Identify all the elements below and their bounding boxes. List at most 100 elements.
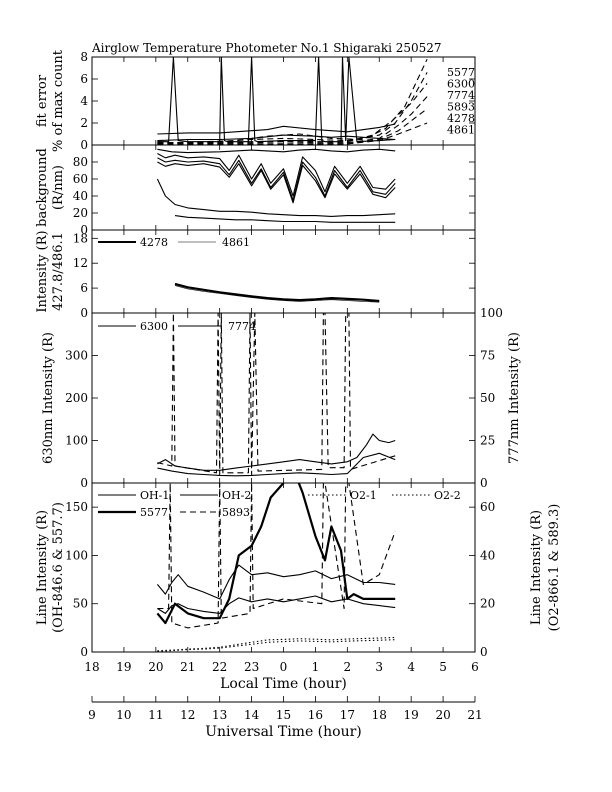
- y-axis-label: (R/nm): [51, 165, 66, 210]
- y-right-tick-label: 100: [480, 306, 503, 320]
- y-tick-label: 0: [80, 476, 88, 490]
- series-line-OH-1: [156, 564, 396, 600]
- local-time-tick-label: 6: [471, 660, 479, 674]
- series-line-5893: [157, 96, 428, 144]
- local-time-tick-label: 18: [84, 660, 99, 674]
- y-tick-label: 2: [80, 116, 88, 130]
- series-line-trace-0: [157, 148, 396, 154]
- y-tick-label: 8: [80, 50, 88, 64]
- y-tick-label: 0: [80, 223, 88, 237]
- series-line-trace-3: [157, 161, 396, 204]
- legend-label-OH-2: OH-2: [222, 489, 251, 502]
- local-time-tick-label: 4: [407, 660, 415, 674]
- legend-label-5577: 5577: [140, 506, 168, 519]
- series-line-5577: [157, 58, 428, 144]
- y-tick-label: 150: [65, 500, 88, 514]
- ut-tick-label: 11: [148, 708, 163, 722]
- ut-tick-label: 12: [180, 708, 195, 722]
- local-time-tick-label: 22: [212, 660, 227, 674]
- y-axis-label: background: [35, 148, 50, 227]
- ut-tick-label: 19: [404, 708, 419, 722]
- legend-label-4861: 4861: [447, 124, 475, 137]
- legend-label-6300: 6300: [447, 78, 475, 91]
- local-time-axis-label: Local Time (hour): [220, 676, 347, 692]
- series-line-trace-8: [157, 134, 396, 142]
- ut-tick-label: 18: [372, 708, 387, 722]
- y-right-tick-label: 0: [480, 645, 488, 659]
- legend-label-4278: 4278: [140, 236, 168, 249]
- y-axis-label: Intensity (R): [35, 230, 50, 312]
- series-line-trace-6: [157, 57, 396, 143]
- legend-label-4861: 4861: [222, 236, 250, 249]
- series-line-trace-4: [156, 178, 396, 217]
- y-tick-label: 0: [80, 645, 88, 659]
- y-tick-label: 100: [65, 548, 88, 562]
- series-line-O2-2: [157, 639, 396, 652]
- panel-frame-fit_error: [91, 56, 476, 146]
- legend-label-7774: 7774: [447, 89, 475, 102]
- y-axis-label: Line Intensity (R): [35, 510, 50, 625]
- legend-label-5893: 5893: [222, 506, 250, 519]
- series-line-4861: [174, 285, 380, 303]
- local-time-tick-label: 23: [244, 660, 259, 674]
- y-axis-label: fit error: [35, 74, 50, 127]
- legend-label-O2-1: O2-1: [350, 489, 377, 502]
- ut-tick-label: 16: [308, 708, 323, 722]
- series-line-OH-2: [157, 595, 396, 614]
- y-tick-label: 0: [80, 138, 88, 152]
- series-line-6300: [157, 433, 396, 471]
- legend-label-6300: 6300: [140, 320, 168, 333]
- ut-tick-label: 15: [276, 708, 291, 722]
- local-time-tick-label: 1: [312, 660, 320, 674]
- y-right-tick-label: 50: [480, 391, 495, 405]
- ut-tick-label: 14: [244, 708, 260, 722]
- y-tick-label: 300: [65, 349, 88, 363]
- y-tick-label: 60: [73, 172, 88, 186]
- y-tick-label: 100: [65, 434, 88, 448]
- y-right-tick-label: 0: [480, 476, 488, 490]
- ut-tick-label: 20: [435, 708, 450, 722]
- y-tick-label: 40: [73, 189, 88, 203]
- series-line-6300: [157, 452, 396, 477]
- y-axis-label: % of max count: [51, 49, 66, 152]
- y-right-tick-label: 25: [480, 434, 495, 448]
- y-right-axis-label: (O2-866.1 & 589.3): [547, 504, 562, 632]
- y-right-tick-label: 20: [480, 597, 495, 611]
- legend-label-5577: 5577: [447, 66, 475, 79]
- y-tick-label: 6: [80, 281, 88, 295]
- ut-tick-label: 21: [467, 708, 482, 722]
- series-line-6300: [157, 72, 428, 144]
- legend-label-5893: 5893: [447, 101, 475, 114]
- y-tick-label: 4: [80, 94, 88, 108]
- series-line-4278: [174, 282, 380, 303]
- y-tick-label: 50: [73, 597, 88, 611]
- y-right-tick-label: 60: [480, 500, 495, 514]
- series-line-trace-7: [157, 123, 396, 135]
- ut-tick-label: 9: [88, 708, 96, 722]
- ut-tick-label: 17: [340, 708, 355, 722]
- y-tick-label: 200: [65, 391, 88, 405]
- local-time-tick-label: 21: [180, 660, 195, 674]
- y-axis-label: 427.8/486.1: [51, 232, 66, 311]
- y-tick-label: 0: [80, 306, 88, 320]
- y-tick-label: 18: [73, 231, 88, 245]
- chart-title: Airglow Temperature Photometer No.1 Shig…: [91, 41, 442, 55]
- y-right-tick-label: 75: [480, 349, 495, 363]
- y-right-axis-label: Line Intensity (R): [529, 510, 544, 625]
- series-line-4861: [157, 122, 428, 145]
- series-line-trace-1: [157, 153, 396, 197]
- y-axis-label: (OH-846.6 & 557.7): [51, 502, 66, 633]
- y-tick-label: 12: [73, 256, 88, 270]
- legend-label-7774: 7774: [228, 320, 256, 333]
- panel-frame-o1_lines: [91, 312, 476, 484]
- panel-frame-background: [91, 144, 476, 231]
- local-time-tick-label: 19: [116, 660, 131, 674]
- series-line-5577: [156, 483, 396, 625]
- y-right-axis-label: 777nm Intensity (R): [507, 332, 522, 464]
- legend-label-OH-1: OH-1: [140, 489, 169, 502]
- ut-axis-label: Universal Time (hour): [205, 724, 362, 740]
- y-right-tick-label: 40: [480, 548, 495, 562]
- legend-label-4278: 4278: [447, 112, 475, 125]
- series-line-7774: [157, 313, 396, 476]
